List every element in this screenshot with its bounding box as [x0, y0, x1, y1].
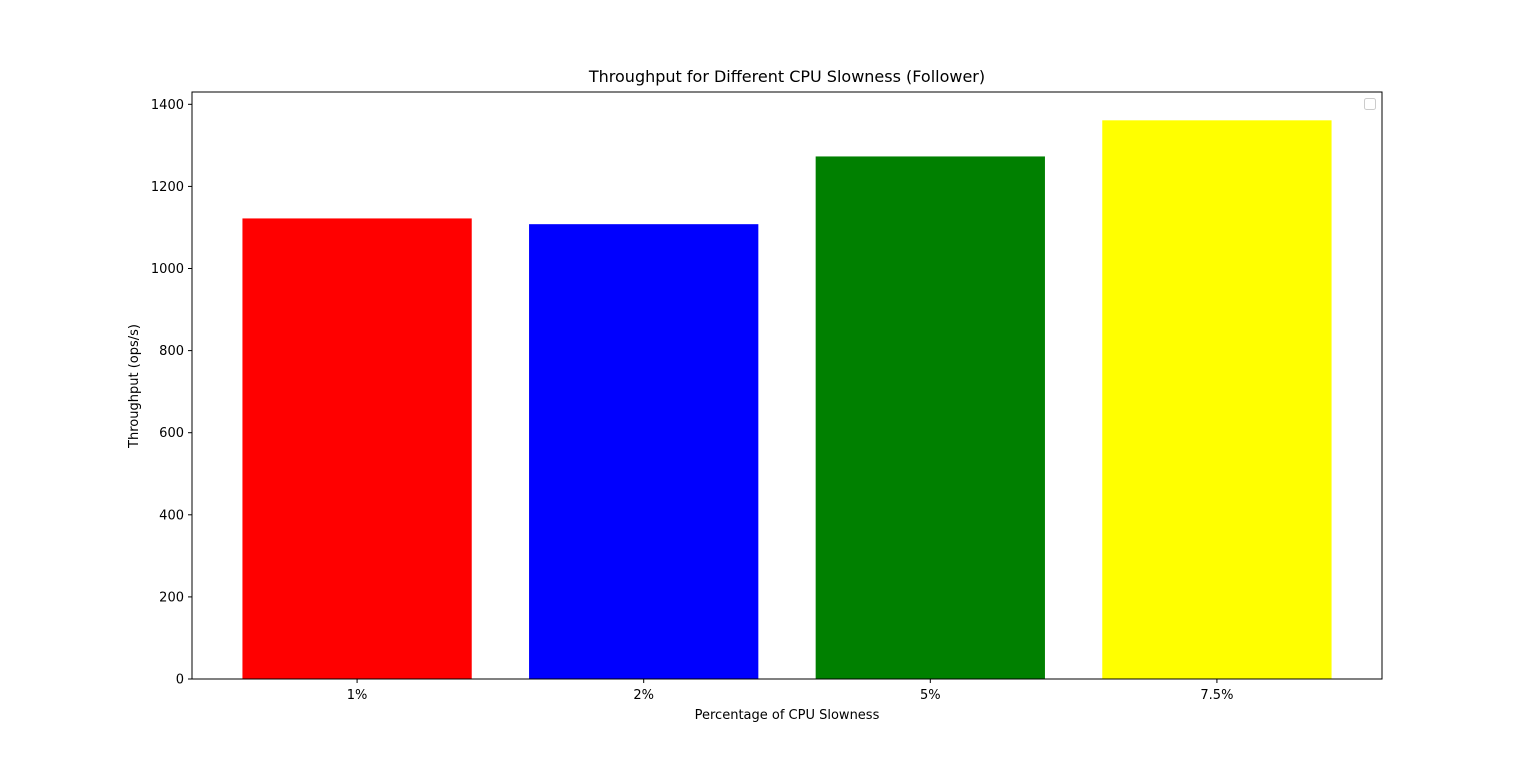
y-tick-label: 0	[176, 673, 184, 688]
y-tick-label: 800	[159, 344, 184, 359]
x-tick-label: 7.5%	[1200, 688, 1233, 703]
x-tick-label: 1%	[347, 688, 368, 703]
x-tick-label: 2%	[633, 688, 654, 703]
y-axis-ticks: 0 200 400 600 800 1000 1200 1400	[151, 98, 192, 688]
plot-frame	[191, 91, 1383, 680]
x-tick-label: 5%	[920, 688, 941, 703]
y-tick-label: 1200	[151, 180, 184, 195]
y-tick-label: 1000	[151, 262, 184, 277]
bar-5-pct	[815, 156, 1045, 680]
legend-box	[1364, 98, 1376, 110]
chart-title: Throughput for Different CPU Slowness (F…	[588, 67, 985, 86]
bars-group	[242, 120, 1332, 680]
y-tick-label: 200	[159, 590, 184, 605]
y-axis-label: Throughput (ops/s)	[127, 324, 142, 449]
x-axis-ticks: 1% 2% 5% 7.5%	[347, 679, 1233, 703]
bar-2-pct	[529, 224, 759, 680]
y-tick-label: 600	[159, 426, 184, 441]
y-tick-label: 400	[159, 508, 184, 523]
bar-7-5-pct	[1102, 120, 1332, 679]
bar-1-pct	[242, 218, 472, 679]
x-axis-label: Percentage of CPU Slowness	[695, 708, 880, 723]
y-tick-label: 1400	[151, 98, 184, 113]
